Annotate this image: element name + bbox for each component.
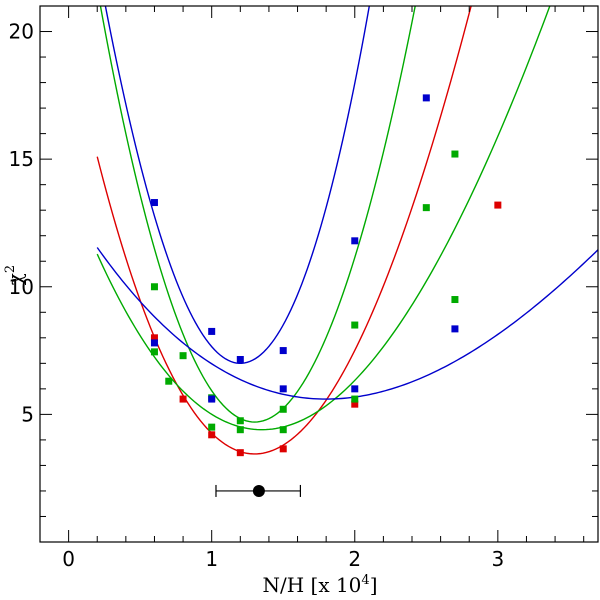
curve-red [96, 6, 472, 455]
point-green-upper [279, 405, 287, 413]
point-red [179, 395, 187, 403]
y-tick-label: 5 [21, 402, 34, 426]
point-green-lower [279, 426, 287, 434]
point-blue-steep [150, 199, 158, 207]
point-blue-shallow [451, 325, 459, 333]
point-red [236, 449, 244, 457]
point-green-upper [451, 150, 459, 158]
point-red [208, 431, 216, 439]
point-green-upper [236, 417, 244, 425]
point-blue-steep [208, 327, 216, 335]
y-tick-label: 15 [9, 147, 34, 171]
x-axis-title-close: ] [370, 573, 378, 597]
data-points [150, 94, 502, 457]
point-blue-shallow [150, 339, 158, 347]
errorbar-point [252, 484, 265, 497]
point-blue-steep [236, 356, 244, 364]
point-blue-steep [351, 237, 359, 245]
point-green-lower [208, 423, 216, 431]
x-axis-title: N/H [x 104] [262, 573, 377, 597]
x-axis-exponent: 4 [361, 573, 369, 588]
point-blue-shallow [351, 385, 359, 393]
tick-labels: 0 1 2 3 5 10 15 20 [9, 20, 505, 571]
y-axis-title-text: χ [3, 273, 27, 285]
point-red [150, 334, 158, 342]
y-tick-label: 20 [9, 20, 34, 44]
point-blue-shallow [208, 395, 216, 403]
x-tick-label: 0 [62, 547, 75, 571]
x-tick-label: 1 [205, 547, 218, 571]
y-tick-label: 10 [9, 275, 34, 299]
plot-frame [39, 5, 599, 543]
curve-green-upper [99, 6, 416, 423]
point-green-lower [150, 348, 158, 356]
point-green-upper [351, 321, 359, 329]
x-tick-label: 2 [348, 547, 361, 571]
point-red [279, 445, 287, 453]
point-green-upper [150, 283, 158, 291]
point-blue-shallow [279, 385, 287, 393]
point-green-lower [179, 352, 187, 360]
errorbar-annotation [215, 484, 301, 497]
point-green-lower [165, 377, 173, 385]
y-axis-title: χ2 [3, 265, 27, 285]
curve-green-lower [96, 6, 551, 431]
point-blue-steep [422, 94, 430, 102]
point-green-lower [351, 395, 359, 403]
point-red [494, 201, 502, 209]
fit-curves [96, 6, 598, 455]
x-tick-label: 3 [491, 547, 504, 571]
point-green-upper [422, 204, 430, 212]
point-red [351, 400, 359, 408]
point-green-lower [236, 426, 244, 434]
curve-blue-steep [104, 6, 371, 365]
y-axis-exponent: 2 [3, 265, 18, 273]
point-green-lower [451, 296, 459, 304]
point-blue-steep [279, 347, 287, 355]
curve-blue-shallow [96, 247, 598, 400]
x-axis-title-text: N/H [x 10 [262, 573, 361, 597]
